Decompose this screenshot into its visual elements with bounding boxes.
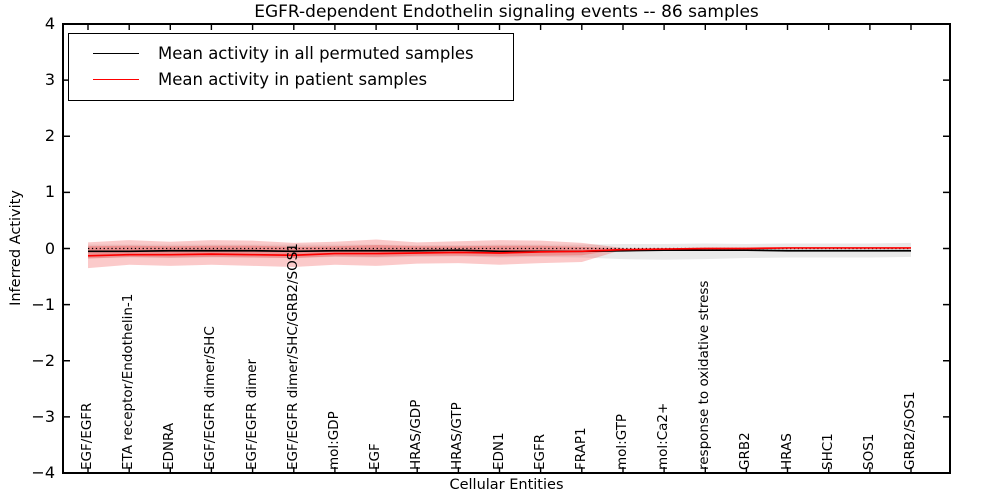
legend-line-black-icon [93,52,139,54]
x-axis-label: Cellular Entities [449,477,564,493]
x-tick-label: FRAP1 [572,427,589,470]
legend-label-patient: Mean activity in patient samples [158,69,428,89]
x-tick-label: mol:Ca2+ [655,402,672,470]
y-tick-label: −2 [31,350,55,370]
y-tick-label: 0 [44,238,55,258]
x-tick-label: ETA receptor/Endothelin-1 [120,293,137,470]
axis-ticks [63,23,950,474]
legend-entry-patient: Mean activity in patient samples [69,66,513,92]
x-tick-label: EGF/EGFR dimer [243,358,260,470]
x-tick-label: response to oxidative stress [696,280,713,470]
chart-title: EGFR-dependent Endothelin signaling even… [254,2,759,22]
legend-entry-permuted: Mean activity in all permuted samples [69,40,513,66]
x-tick-label: SOS1 [860,433,877,470]
y-tick-label: −1 [31,294,55,314]
y-tick-label: −3 [31,406,55,426]
x-tick-label: EDNRA [161,422,178,470]
legend: Mean activity in all permuted samples Me… [68,33,514,101]
x-tick-label: HRAS [778,433,795,470]
legend-label-permuted: Mean activity in all permuted samples [158,43,474,63]
y-tick-label: −4 [31,463,55,482]
x-tick-label: mol:GDP [325,411,342,470]
x-tick-label: EGF/EGFR [79,402,95,470]
x-tick-label: EDN1 [490,432,507,470]
x-tick-label: mol:GTP [613,413,630,470]
x-tick-label: EGFR [531,433,548,470]
series-line-0 [88,249,911,253]
x-tick-label: GRB2/SOS1 [902,391,918,470]
x-tick-label: SHC1 [819,433,836,470]
y-tick-label: 2 [44,126,55,146]
y-tick-label: 3 [44,70,55,90]
x-tick-label: GRB2 [737,432,754,470]
x-tick-label: EGF [367,443,384,470]
x-tick-label: HRAS/GDP [408,399,425,470]
x-tick-label: HRAS/GTP [449,402,466,470]
series-line-1 [87,247,911,257]
y-tick-label: 4 [44,14,55,33]
x-tick-label: EGF/EGFR dimer/SHC/GRB2/SOS1 [284,243,301,470]
legend-line-red-icon [93,78,139,80]
x-tick-label: EGF/EGFR dimer/SHC [202,326,219,470]
y-tick-label: 1 [44,182,55,202]
